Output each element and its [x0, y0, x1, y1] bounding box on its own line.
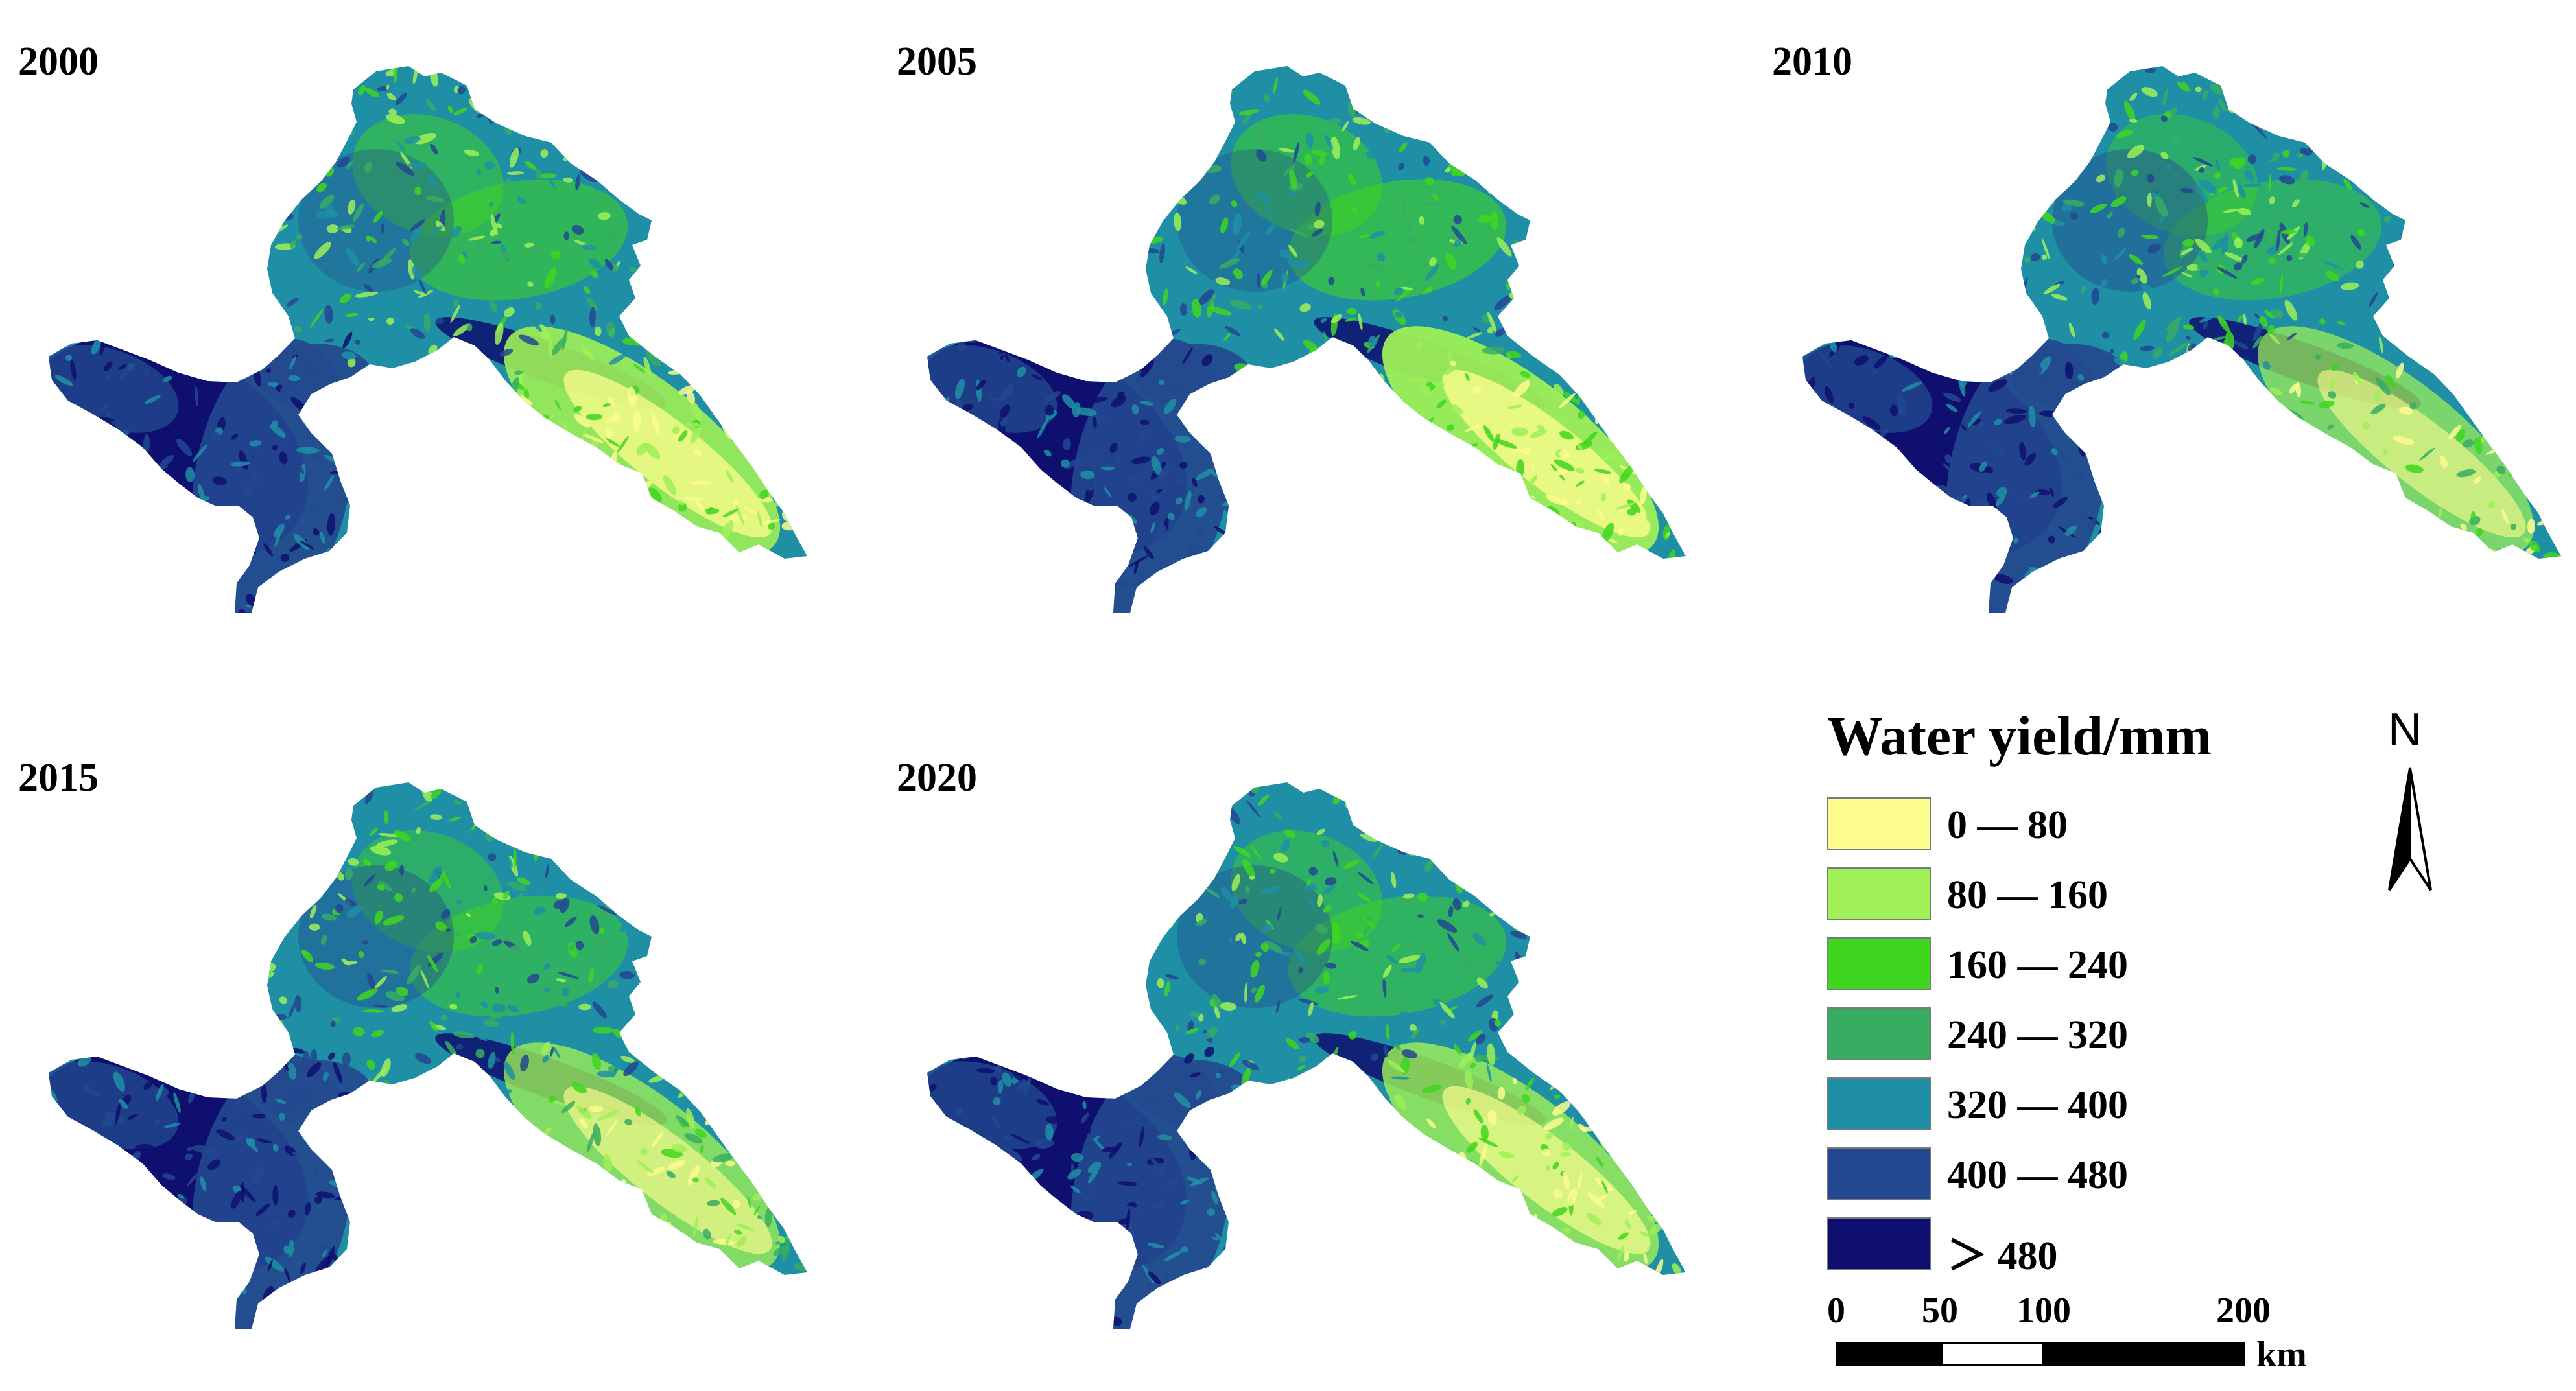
scale-segment — [1836, 1342, 1941, 1366]
legend-label: ＞ 480 — [1947, 1234, 2058, 1278]
scale-segment — [1940, 1342, 2045, 1366]
scale-unit: km — [2256, 1335, 2307, 1375]
panel-year-label: 2020 — [897, 756, 977, 800]
legend-item: ＞ 480 — [1827, 1217, 2216, 1278]
scale-tick-label: 50 — [1922, 1291, 1958, 1331]
map-basin-2000 — [49, 66, 807, 613]
legend-label: 240 — 320 — [1947, 1013, 2128, 1057]
legend-swatch — [1827, 1147, 1931, 1200]
map-panel-2020: 2020 — [892, 742, 1728, 1390]
scale-tick-label: 100 — [2016, 1291, 2071, 1331]
legend-label: 320 — 400 — [1947, 1083, 2128, 1127]
north-letter: N — [2388, 704, 2422, 756]
scale-tick-label: 200 — [2216, 1291, 2271, 1331]
scale-bar: 0 50 100 200 km — [1827, 1290, 2347, 1381]
legend-swatch — [1827, 867, 1931, 920]
legend-swatch — [1827, 1077, 1931, 1130]
panel-year-label: 2010 — [1772, 40, 1852, 84]
legend-item: 400 — 480 — [1827, 1147, 2216, 1202]
scale-segment — [2044, 1342, 2245, 1366]
panel-year-label: 2000 — [18, 40, 99, 84]
map-basin-2015 — [49, 782, 807, 1329]
legend-item: 80 — 160 — [1827, 867, 2216, 922]
legend-item: 240 — 320 — [1827, 1007, 2216, 1062]
legend-swatch — [1827, 1007, 1931, 1060]
legend-label: 80 — 160 — [1947, 873, 2108, 917]
legend: Water yield/mm 0 — 80 80 — 160 160 — 240… — [1822, 703, 2315, 1287]
map-panel-2005: 2005 — [892, 26, 1728, 674]
panel-year-label: 2005 — [897, 40, 977, 84]
legend-item: 160 — 240 — [1827, 937, 2216, 992]
map-panel-2015: 2015 — [13, 742, 849, 1390]
legend-label: 160 — 240 — [1947, 943, 2128, 987]
legend-item: 320 — 400 — [1827, 1077, 2216, 1132]
legend-swatch — [1827, 1217, 1931, 1270]
legend-item: 0 — 80 — [1827, 797, 2216, 852]
legend-swatch — [1827, 797, 1931, 850]
legend-label: 0 — 80 — [1947, 803, 2068, 847]
north-arrow: N — [2370, 703, 2474, 898]
map-panel-2000: 2000 — [13, 26, 849, 674]
map-basin-2005 — [927, 66, 1686, 613]
map-panel-2010: 2010 — [1767, 26, 2576, 674]
legend-label: 400 — 480 — [1947, 1153, 2128, 1197]
map-basin-2020 — [927, 782, 1686, 1329]
legend-swatch — [1827, 937, 1931, 990]
map-basin-2010 — [1802, 66, 2561, 613]
legend-title: Water yield/mm — [1827, 705, 2212, 767]
north-arrow-icon — [2388, 767, 2432, 891]
panel-year-label: 2015 — [18, 756, 99, 800]
scale-tick-label: 0 — [1827, 1291, 1845, 1331]
